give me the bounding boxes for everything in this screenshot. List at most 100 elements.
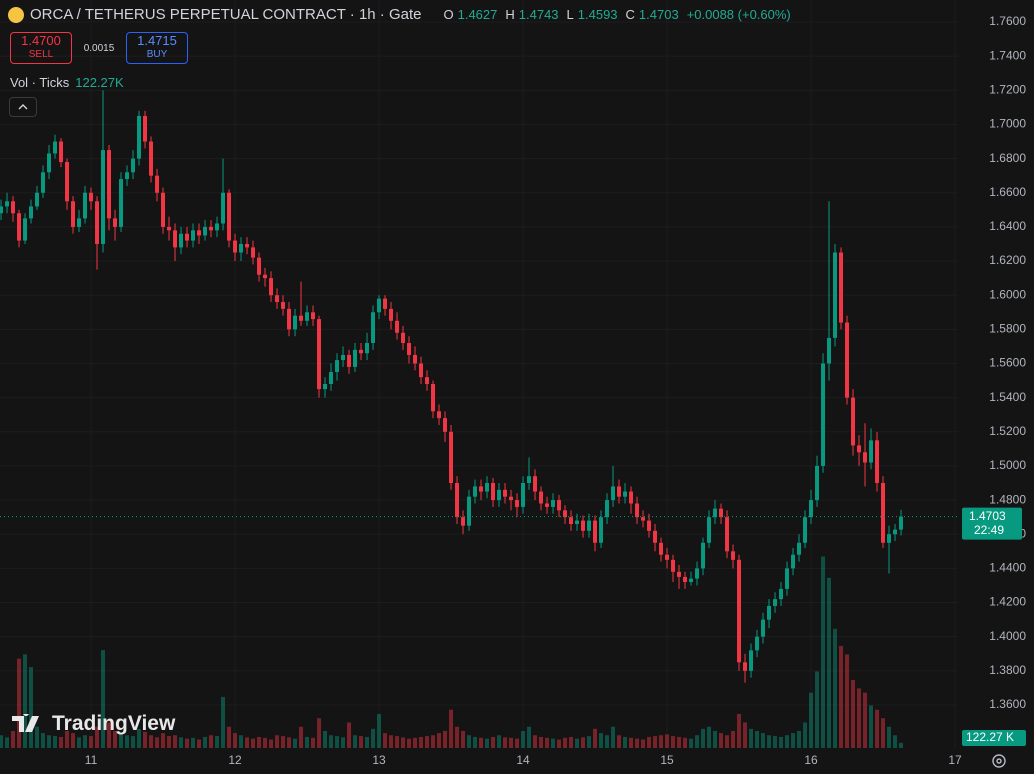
volume-bar xyxy=(665,734,670,748)
volume-bar xyxy=(251,738,256,748)
candle-body xyxy=(719,508,724,518)
volume-bar xyxy=(107,722,112,748)
volume-bar xyxy=(29,667,34,748)
candle-body xyxy=(605,500,610,518)
candle-body xyxy=(179,233,184,248)
candle-body xyxy=(155,175,160,193)
volume-bar xyxy=(203,736,208,748)
volume-bar xyxy=(377,713,382,748)
collapse-icon xyxy=(18,104,28,110)
volume-bar xyxy=(311,737,316,748)
collapse-button[interactable] xyxy=(9,97,37,117)
candle-body xyxy=(821,363,826,466)
candle-body xyxy=(227,192,232,241)
volume-bar xyxy=(389,735,394,748)
volume-bar xyxy=(23,654,28,748)
volume-bar xyxy=(851,679,856,748)
y-tick-label: 1.6600 xyxy=(989,185,1026,199)
candle-body xyxy=(341,354,346,361)
candle-body xyxy=(269,278,274,296)
volume-bar xyxy=(725,735,730,748)
candle-body xyxy=(503,489,508,497)
volume-bar xyxy=(341,737,346,748)
volume-bar xyxy=(629,737,634,748)
candle-body xyxy=(827,337,832,364)
candle-body xyxy=(665,554,670,560)
candle-body xyxy=(335,360,340,373)
symbol-title[interactable]: ORCA / TETHERUS PERPETUAL CONTRACT · 1h … xyxy=(30,6,422,23)
volume-bar xyxy=(779,736,784,748)
y-tick-label: 1.5200 xyxy=(989,424,1026,438)
volume-bar xyxy=(239,735,244,748)
volume-bar xyxy=(269,739,274,748)
volume-bar xyxy=(197,739,202,748)
y-tick-label: 1.5800 xyxy=(989,322,1026,336)
candle-body xyxy=(563,510,568,518)
volume-bar xyxy=(599,733,604,748)
candle-body xyxy=(791,554,796,569)
candle-body xyxy=(359,349,364,354)
volume-bar xyxy=(35,726,40,748)
volume-bar xyxy=(209,735,214,748)
volume-bar xyxy=(353,735,358,748)
candle-body xyxy=(143,115,148,142)
settings-icon[interactable] xyxy=(992,754,1006,768)
volume-bar xyxy=(113,730,118,748)
volume-title: Vol · Ticks xyxy=(10,75,70,90)
buy-button[interactable]: 1.4715 BUY xyxy=(126,32,188,64)
candle-body xyxy=(443,418,448,432)
countdown-label: 22:49 xyxy=(974,523,1004,537)
y-tick-label: 1.6800 xyxy=(989,151,1026,165)
candle-body xyxy=(863,452,868,463)
candle-body xyxy=(473,486,478,497)
candle-body xyxy=(845,322,850,398)
logo-shape xyxy=(12,714,39,732)
volume-bar xyxy=(473,736,478,748)
volume-bar xyxy=(743,722,748,748)
candle-body xyxy=(689,578,694,583)
ohlc: O 1.4627 H 1.4743 L 1.4593 C 1.4703 +0.0088 … xyxy=(443,7,794,22)
y-tick-label: 1.5000 xyxy=(989,458,1026,472)
volume-bar xyxy=(641,739,646,748)
candle-body xyxy=(491,483,496,501)
volume-bar xyxy=(11,730,16,748)
volume-bar xyxy=(899,742,904,748)
volume-bar xyxy=(677,736,682,748)
candle-body xyxy=(557,500,562,511)
candle-body xyxy=(647,520,652,531)
y-tick-label: 1.4200 xyxy=(989,595,1026,609)
candle-body xyxy=(527,476,532,484)
volume-bar xyxy=(707,726,712,748)
candle-body xyxy=(407,343,412,355)
volume-bar xyxy=(617,735,622,748)
candle-body xyxy=(275,295,280,303)
volume-bar xyxy=(827,577,832,748)
x-tick-label: 15 xyxy=(660,753,674,767)
candle-body xyxy=(413,354,418,364)
volume-bar xyxy=(89,736,94,748)
y-tick-label: 1.3600 xyxy=(989,697,1026,711)
candle-body xyxy=(767,605,772,620)
candle-body xyxy=(419,363,424,378)
candle-body xyxy=(125,172,130,180)
sell-button[interactable]: 1.4700 SELL xyxy=(10,32,72,64)
volume-bar xyxy=(233,733,238,748)
volume-badge xyxy=(962,730,1026,746)
volume-bar xyxy=(101,650,106,748)
candle-body xyxy=(0,206,4,214)
volume-bar xyxy=(161,733,166,748)
volume-bar xyxy=(119,733,124,748)
volume-bar xyxy=(761,733,766,748)
candle-body xyxy=(635,503,640,518)
candle-body xyxy=(71,201,76,227)
y-tick-label: 1.7400 xyxy=(989,48,1026,62)
volume-bar xyxy=(527,726,532,748)
volume-bar xyxy=(821,556,826,748)
candle-body xyxy=(59,141,64,163)
candle-body xyxy=(365,343,370,354)
volume-bar xyxy=(17,658,22,748)
candle-body xyxy=(329,372,334,384)
volume-bar xyxy=(257,736,262,748)
x-tick-label: 12 xyxy=(228,753,242,767)
candle-body xyxy=(539,491,544,504)
